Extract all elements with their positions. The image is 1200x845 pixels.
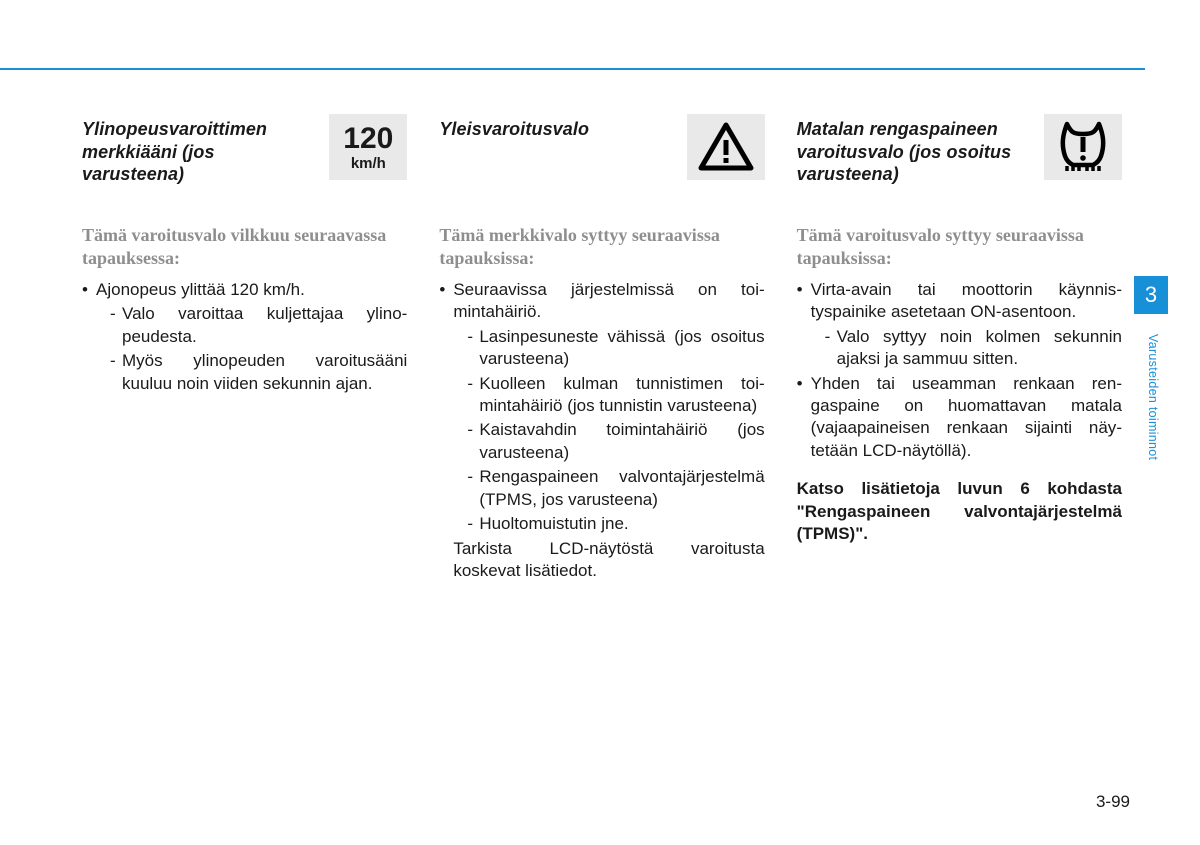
intro-1: Tämä varoitusvalo vilkkuu seuraa­vassa t… <box>82 224 407 271</box>
list-item: Ajonopeus ylittää 120 km/h. Valo varoitt… <box>82 279 407 395</box>
column-3: Matalan rengaspai­neen varoitusvalo (jos… <box>797 118 1122 582</box>
column-1: Ylinopeusvaroittimen merkkiääni (jos var… <box>82 118 407 582</box>
bullets-2: Seuraavissa järjestelmissä on toi­mintah… <box>439 279 764 536</box>
tpms-icon <box>1044 114 1122 180</box>
list-item: Huoltomuistutin jne. <box>453 513 764 535</box>
chapter-label: Varusteiden toiminnot <box>1146 334 1160 460</box>
intro-3: Tämä varoitusvalo syttyy seuraavissa tap… <box>797 224 1122 271</box>
column-2: Yleisvaroitusvalo Tämä merkkivalo syttyy… <box>439 118 764 582</box>
bullet-text: Ajonopeus ylittää 120 km/h. <box>96 280 305 299</box>
list-item: Seuraavissa järjestelmissä on toi­mintah… <box>439 279 764 536</box>
heading-2: Yleisvaroitusvalo <box>439 118 589 141</box>
bullet-text: Yhden tai useamman renkaan ren­gaspaine … <box>811 374 1122 460</box>
heading-row-3: Matalan rengaspai­neen varoitusvalo (jos… <box>797 118 1122 192</box>
top-rule <box>0 68 1145 70</box>
dash-list: Valo syttyy noin kolmen sekunnin ajaksi … <box>811 326 1122 371</box>
heading-1: Ylinopeusvaroittimen merkkiääni (jos var… <box>82 118 307 186</box>
list-item: Virta-avain tai moottorin käynnis­tyspai… <box>797 279 1122 371</box>
warning-icon <box>687 114 765 180</box>
list-item: Valo varoittaa kuljettajaa ylino­peudest… <box>96 303 407 348</box>
list-item: Valo syttyy noin kolmen sekunnin ajaksi … <box>811 326 1122 371</box>
bullet-text: Virta-avain tai moottorin käynnis­tyspai… <box>811 280 1122 321</box>
dash-list: Valo varoittaa kuljettajaa ylino­peudest… <box>96 303 407 395</box>
heading-row-1: Ylinopeusvaroittimen merkkiääni (jos var… <box>82 118 407 192</box>
speed-unit: km/h <box>351 156 386 171</box>
list-item: Rengaspaineen valvontajärjestel­mä (TPMS… <box>453 466 764 511</box>
page-number: 3-99 <box>1096 792 1130 812</box>
list-item: Kaistavahdin toimintahäiriö (jos varuste… <box>453 419 764 464</box>
speed-limit-icon: 120 km/h <box>329 114 407 180</box>
dash-list: Lasinpesuneste vähissä (jos osoi­tus var… <box>453 326 764 536</box>
chapter-tab: 3 <box>1134 276 1168 314</box>
intro-2: Tämä merkkivalo syttyy seuraavissa tapau… <box>439 224 764 271</box>
list-item: Lasinpesuneste vähissä (jos osoi­tus var… <box>453 326 764 371</box>
heading-3: Matalan rengaspai­neen varoitusvalo (jos… <box>797 118 1022 186</box>
bullet-text: Seuraavissa järjestelmissä on toi­mintah… <box>453 280 764 321</box>
speed-value: 120 <box>343 124 393 154</box>
list-item: Yhden tai useamman renkaan ren­gaspaine … <box>797 373 1122 463</box>
list-item: Kuolleen kulman tunnistimen toi­mintahäi… <box>453 373 764 418</box>
bullets-3: Virta-avain tai moottorin käynnis­tyspai… <box>797 279 1122 463</box>
heading-row-2: Yleisvaroitusvalo <box>439 118 764 192</box>
list-item: Myös ylinopeuden varoitusääni kuuluu noi… <box>96 350 407 395</box>
bullets-1: Ajonopeus ylittää 120 km/h. Valo varoitt… <box>82 279 407 395</box>
trail-2: Tarkista LCD-näytöstä varoitusta koskeva… <box>439 538 764 583</box>
bold-note-3: Katso lisätietoja luvun 6 kohdasta "Reng… <box>797 478 1122 545</box>
content-area: Ylinopeusvaroittimen merkkiääni (jos var… <box>82 118 1122 582</box>
